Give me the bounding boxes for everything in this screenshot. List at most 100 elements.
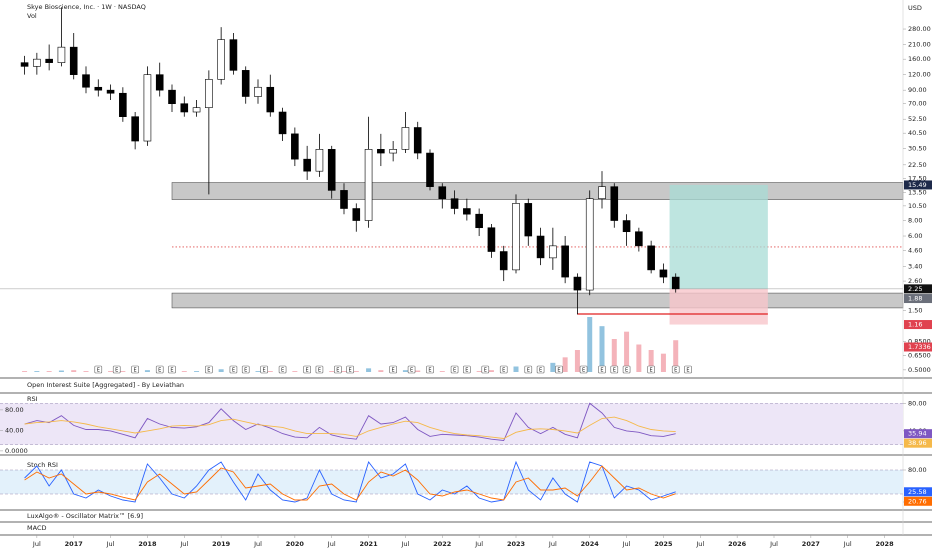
- volume-bar: [378, 370, 384, 372]
- x-tick-label: Jul: [106, 540, 115, 548]
- indicator-line: [24, 465, 676, 501]
- volume-bar: [611, 339, 617, 372]
- y-tick-label: 70.00: [908, 100, 927, 108]
- event-label: E: [502, 367, 505, 373]
- event-label: E: [263, 367, 266, 373]
- candle-body: [487, 227, 496, 252]
- candle-body: [573, 276, 582, 291]
- event-label: E: [613, 367, 616, 373]
- price-badge: [904, 320, 932, 330]
- event-marker: [579, 365, 588, 374]
- pane-title: RSI: [27, 395, 38, 403]
- y-tick-label: 90.00: [908, 86, 927, 94]
- candle-body: [291, 133, 299, 160]
- event-label: E: [306, 367, 309, 373]
- event-marker: [131, 365, 139, 374]
- candle-body: [131, 116, 139, 142]
- volume-bar: [476, 371, 482, 372]
- indicator-line: [24, 402, 676, 441]
- y2-tick-label: 0.0000: [5, 447, 28, 455]
- x-tick-label: 2026: [728, 540, 747, 548]
- candle-body: [438, 186, 447, 199]
- event-marker: [450, 365, 459, 374]
- event-label: E: [465, 367, 468, 373]
- event-label: E: [582, 367, 585, 373]
- y-tick-label: 0.6500: [908, 352, 931, 360]
- event-label: E: [158, 367, 161, 373]
- x-tick-label: Jul: [401, 540, 410, 548]
- candle-body: [254, 86, 262, 97]
- volume-bar: [574, 350, 580, 372]
- value-badge-label: 35.94: [908, 430, 927, 438]
- candle-body: [217, 39, 225, 80]
- event-label: E: [170, 367, 173, 373]
- position-loss: [669, 288, 768, 325]
- y-tick-label: 8.00: [908, 217, 922, 225]
- volume-bar: [513, 366, 519, 372]
- event-label: E: [428, 367, 431, 373]
- candle-body: [229, 39, 238, 71]
- volume-bar: [46, 371, 52, 372]
- volume-bar: [550, 362, 556, 372]
- candle-body: [340, 190, 348, 209]
- volume-bar: [108, 371, 114, 372]
- candle-body: [585, 198, 594, 291]
- candle-body: [659, 269, 668, 278]
- event-marker: [346, 365, 354, 374]
- candle-body: [192, 107, 201, 113]
- x-tick-label: 2025: [654, 540, 673, 548]
- x-tick-label: 2020: [286, 540, 305, 548]
- y-tick-label: 10.50: [908, 202, 927, 210]
- position-profit: [669, 184, 768, 289]
- volume-bar: [194, 371, 200, 372]
- volume-bar: [636, 344, 642, 372]
- candle-body: [241, 70, 250, 97]
- indicator-line: [24, 460, 676, 503]
- candle-body: [499, 251, 508, 271]
- candle-body: [20, 62, 29, 67]
- event-label: E: [97, 367, 100, 373]
- candle-body: [401, 127, 410, 150]
- price-badge-label: 2.25: [908, 285, 922, 293]
- candle-body: [180, 103, 189, 113]
- candle-body: [327, 149, 336, 191]
- candle-body: [106, 89, 115, 94]
- candle-body: [512, 203, 520, 271]
- event-label: E: [625, 367, 628, 373]
- candle-body: [413, 127, 422, 154]
- event-label: E: [349, 367, 352, 373]
- volume-bar: [439, 371, 445, 372]
- y-tick-label: 13.50: [908, 188, 927, 196]
- event-marker: [389, 365, 397, 374]
- price-badge: [904, 294, 932, 304]
- event-label: E: [686, 367, 689, 373]
- y-tick-label: 22.50: [908, 161, 927, 169]
- candle-body: [119, 92, 127, 117]
- y-tick-label: 120.00: [908, 71, 931, 79]
- value-badge: [904, 496, 932, 506]
- event-label: E: [527, 367, 530, 373]
- x-tick-label: 2023: [507, 540, 525, 548]
- candle-body: [561, 245, 569, 278]
- candle-body: [364, 149, 373, 221]
- volume-bar: [71, 370, 77, 372]
- x-tick-label: Jul: [179, 540, 188, 548]
- event-marker: [241, 365, 250, 374]
- x-tick-label: Jul: [253, 540, 262, 548]
- event-label: E: [410, 367, 413, 373]
- event-label: E: [318, 367, 321, 373]
- volume-bar: [22, 371, 28, 372]
- event-marker: [229, 365, 238, 374]
- chart-title: Skye Bioscience, Inc. · 1W · NASDAQ: [27, 3, 146, 11]
- value-badge-label: 38.96: [908, 439, 927, 447]
- event-label: E: [207, 367, 210, 373]
- x-tick-label: Jul: [327, 540, 336, 548]
- event-label: E: [557, 367, 560, 373]
- event-label: E: [650, 367, 653, 373]
- volume-bar: [267, 371, 273, 372]
- event-label: E: [674, 367, 677, 373]
- candle-body: [266, 86, 275, 113]
- candle-body: [205, 79, 213, 108]
- x-tick-label: Jul: [843, 540, 852, 548]
